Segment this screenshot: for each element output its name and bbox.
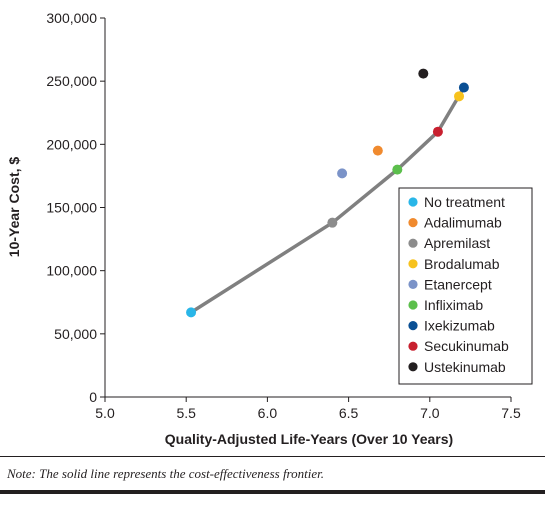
x-tick-label: 7.0 — [420, 405, 440, 421]
data-point-brodalumab — [454, 91, 465, 102]
y-axis-title: 10-Year Cost, $ — [6, 157, 22, 258]
data-point-infliximab — [392, 164, 403, 175]
x-axis-title: Quality-Adjusted Life-Years (Over 10 Yea… — [165, 431, 453, 447]
legend-label: Etanercept — [424, 276, 492, 292]
legend-marker — [408, 321, 418, 331]
figure-note: Note: The solid line represents the cost… — [7, 466, 324, 481]
y-tick-label: 250,000 — [46, 73, 97, 89]
data-point-apremilast — [327, 217, 338, 228]
legend-box — [398, 187, 533, 385]
chart: 5.0 5.5 6.0 6.5 7.0 7.5 0 50,000 100,000 150,000 2… — [6, 10, 533, 447]
note-bottom-rule — [0, 490, 545, 494]
y-tick-label: 150,000 — [46, 200, 97, 216]
y-tick-label: 50,000 — [54, 326, 97, 342]
legend-label: Brodalumab — [424, 256, 500, 272]
data-points — [186, 68, 469, 318]
legend-label: Ixekizumab — [424, 318, 495, 334]
data-point-etanercept — [337, 168, 348, 179]
x-tick-label: 6.0 — [258, 405, 278, 421]
data-point-ustekinumab — [418, 68, 429, 79]
x-tick-label: 7.5 — [501, 405, 521, 421]
data-point-no-treatment — [186, 307, 197, 318]
y-tick-label: 0 — [89, 389, 97, 405]
legend-label: Adalimumab — [424, 215, 502, 231]
data-point-adalimumab — [372, 145, 383, 156]
legend-marker — [408, 341, 418, 351]
y-tick-label: 100,000 — [46, 263, 97, 279]
x-tick-label: 5.0 — [95, 405, 115, 421]
data-point-ixekizumab — [458, 82, 469, 93]
y-tick-label: 200,000 — [46, 136, 97, 152]
legend-label: Ustekinumab — [424, 359, 506, 375]
data-point-secukinumab — [432, 126, 443, 137]
legend-marker — [408, 362, 418, 372]
legend-marker — [408, 197, 418, 207]
legend-marker — [408, 218, 418, 228]
legend-marker — [408, 259, 418, 269]
x-tick-label: 6.5 — [339, 405, 359, 421]
legend-label: Secukinumab — [424, 338, 509, 354]
legend-marker — [408, 279, 418, 289]
legend-marker — [408, 300, 418, 310]
legend: No treatment Adalimumab Apremilast Brodalum… — [398, 187, 533, 385]
y-tick-label: 300,000 — [46, 10, 97, 26]
x-tick-label: 5.5 — [176, 405, 196, 421]
axes: 5.0 5.5 6.0 6.5 7.0 7.5 0 50,000 100,000 150,000 2… — [46, 10, 521, 421]
legend-marker — [408, 238, 418, 248]
legend-label: Apremilast — [424, 235, 490, 251]
legend-label: No treatment — [424, 194, 505, 210]
legend-label: Infliximab — [424, 297, 483, 313]
note-top-rule — [0, 456, 545, 457]
